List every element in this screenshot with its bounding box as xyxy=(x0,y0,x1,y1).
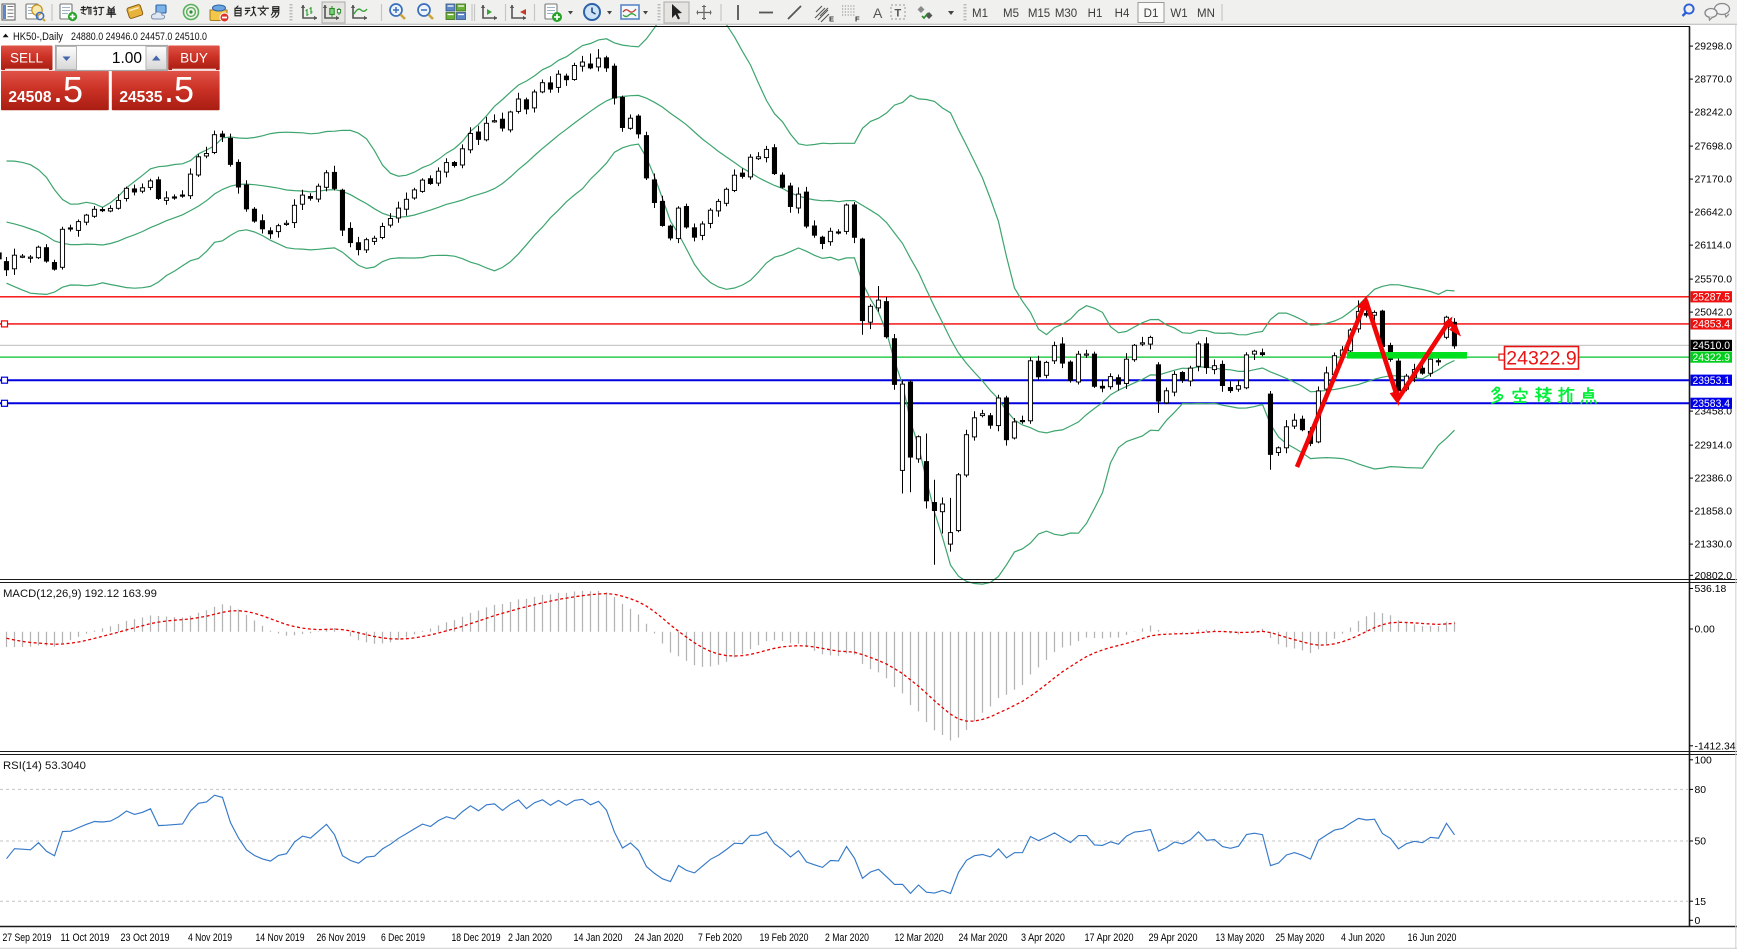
svg-text:24322.9: 24322.9 xyxy=(1506,348,1577,370)
svg-text:7 Feb 2020: 7 Feb 2020 xyxy=(698,932,742,944)
svg-text:24 Mar 2020: 24 Mar 2020 xyxy=(959,932,1008,944)
svg-text:14 Nov 2019: 14 Nov 2019 xyxy=(256,932,305,944)
svg-text:100: 100 xyxy=(1695,755,1713,766)
svg-text:16 Jun 2020: 16 Jun 2020 xyxy=(1408,932,1457,944)
svg-text:0: 0 xyxy=(1695,916,1701,927)
svg-text:4 Jun 2020: 4 Jun 2020 xyxy=(1341,932,1385,944)
svg-text:12 Mar 2020: 12 Mar 2020 xyxy=(895,932,944,944)
svg-text:11 Oct 2019: 11 Oct 2019 xyxy=(61,932,110,944)
svg-text:M15: M15 xyxy=(1028,8,1050,20)
svg-text:21330.0: 21330.0 xyxy=(1695,540,1733,551)
svg-text:25287.5: 25287.5 xyxy=(1693,292,1731,304)
svg-text:80: 80 xyxy=(1695,785,1707,796)
svg-text:W1: W1 xyxy=(1170,8,1187,20)
svg-text:13 May 2020: 13 May 2020 xyxy=(1216,932,1265,944)
svg-text:MACD(12,26,9) 192.12 163.99: MACD(12,26,9) 192.12 163.99 xyxy=(3,588,157,600)
svg-text:D1: D1 xyxy=(1144,8,1159,20)
svg-text:29 Apr 2020: 29 Apr 2020 xyxy=(1149,932,1198,944)
svg-text:15: 15 xyxy=(1695,897,1707,908)
svg-text:.5: .5 xyxy=(53,69,83,110)
svg-text:6 Dec 2019: 6 Dec 2019 xyxy=(381,932,425,944)
svg-text:M30: M30 xyxy=(1055,8,1077,20)
svg-text:26642.0: 26642.0 xyxy=(1695,208,1733,219)
svg-text:0.00: 0.00 xyxy=(1695,625,1715,636)
svg-text:4 Nov 2019: 4 Nov 2019 xyxy=(188,932,232,944)
svg-text:28770.0: 28770.0 xyxy=(1695,75,1733,86)
svg-text:24853.4: 24853.4 xyxy=(1693,319,1731,331)
svg-text:18 Dec 2019: 18 Dec 2019 xyxy=(452,932,501,944)
svg-text:25 May 2020: 25 May 2020 xyxy=(1276,932,1325,944)
svg-text:HK50-,Daily: HK50-,Daily xyxy=(13,31,64,43)
svg-text:F: F xyxy=(855,15,860,24)
svg-text:21858.0: 21858.0 xyxy=(1695,507,1733,518)
svg-text:24322.9: 24322.9 xyxy=(1693,352,1731,364)
svg-text:H1: H1 xyxy=(1088,8,1103,20)
svg-text:27170.0: 27170.0 xyxy=(1695,175,1733,186)
svg-text:23583.4: 23583.4 xyxy=(1693,398,1731,410)
svg-text:-1412.34: -1412.34 xyxy=(1695,741,1736,752)
svg-text:24508: 24508 xyxy=(8,89,51,106)
svg-text:19 Feb 2020: 19 Feb 2020 xyxy=(760,932,809,944)
svg-text:T: T xyxy=(895,8,902,20)
svg-text:RSI(14) 53.3040: RSI(14) 53.3040 xyxy=(3,760,86,772)
svg-text:BUY: BUY xyxy=(180,51,208,66)
svg-text:14 Jan 2020: 14 Jan 2020 xyxy=(574,932,623,944)
svg-text:E: E xyxy=(829,15,834,24)
svg-text:50: 50 xyxy=(1695,837,1707,848)
svg-text:27 Sep 2019: 27 Sep 2019 xyxy=(3,932,52,944)
svg-text:25042.0: 25042.0 xyxy=(1695,308,1733,319)
svg-text:28242.0: 28242.0 xyxy=(1695,108,1733,119)
svg-text:23458.0: 23458.0 xyxy=(1695,407,1733,418)
svg-text:24535: 24535 xyxy=(119,89,162,106)
svg-text:24880.0 24946.0 24457.0 24510.: 24880.0 24946.0 24457.0 24510.0 xyxy=(71,31,207,43)
svg-text:M5: M5 xyxy=(1003,8,1019,20)
svg-text:23953.1: 23953.1 xyxy=(1693,375,1731,387)
svg-text:23 Oct 2019: 23 Oct 2019 xyxy=(121,932,170,944)
svg-text:A: A xyxy=(873,5,883,21)
svg-text:2 Mar 2020: 2 Mar 2020 xyxy=(825,932,869,944)
svg-text:26114.0: 26114.0 xyxy=(1695,241,1732,252)
svg-text:29298.0: 29298.0 xyxy=(1695,42,1733,53)
svg-text:27698.0: 27698.0 xyxy=(1695,142,1733,153)
svg-text:H4: H4 xyxy=(1115,8,1130,20)
svg-text:24 Jan 2020: 24 Jan 2020 xyxy=(635,932,684,944)
svg-text:2 Jan 2020: 2 Jan 2020 xyxy=(508,932,552,944)
svg-text:22386.0: 22386.0 xyxy=(1695,474,1733,485)
svg-text:26 Nov 2019: 26 Nov 2019 xyxy=(317,932,366,944)
svg-text:536.18: 536.18 xyxy=(1695,584,1727,595)
svg-text:3 Apr 2020: 3 Apr 2020 xyxy=(1021,932,1065,944)
svg-text:25570.0: 25570.0 xyxy=(1695,275,1733,286)
svg-text:24510.0: 24510.0 xyxy=(1693,340,1731,352)
svg-text:MN: MN xyxy=(1197,8,1215,20)
svg-text:17 Apr 2020: 17 Apr 2020 xyxy=(1085,932,1134,944)
svg-text:20802.0: 20802.0 xyxy=(1695,571,1733,582)
svg-text:M1: M1 xyxy=(972,8,988,20)
svg-text:22914.0: 22914.0 xyxy=(1695,441,1733,452)
svg-text:.5: .5 xyxy=(164,69,194,110)
svg-text:1.00: 1.00 xyxy=(112,50,143,67)
svg-text:SELL: SELL xyxy=(10,51,44,66)
